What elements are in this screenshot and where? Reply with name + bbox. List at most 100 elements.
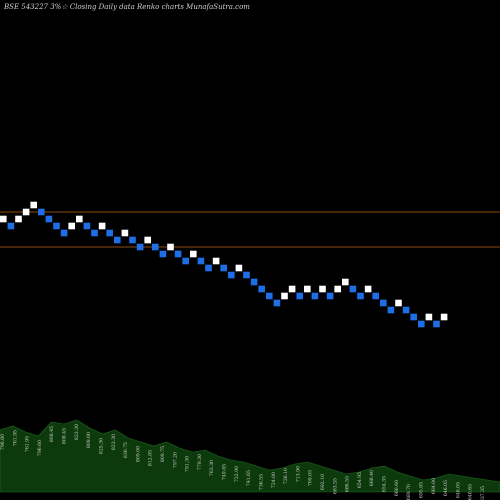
volume-label: 809.00 bbox=[135, 446, 141, 462]
renko-brick-up bbox=[235, 264, 243, 272]
volume-label: 646.05 bbox=[443, 480, 449, 496]
volume-label: 709.05 bbox=[308, 470, 314, 486]
renko-brick-down bbox=[91, 229, 98, 237]
renko-brick-up bbox=[425, 313, 433, 321]
renko-brick-up bbox=[98, 222, 106, 230]
renko-brick-down bbox=[296, 292, 303, 300]
volume-label: 809.00 bbox=[86, 432, 92, 448]
renko-brick-down bbox=[83, 222, 91, 230]
volume-label: 724.00 bbox=[271, 472, 277, 488]
renko-brick-up bbox=[0, 215, 7, 223]
volume-label: 686.55 bbox=[345, 476, 351, 492]
volume-label: 791.30 bbox=[185, 456, 191, 472]
renko-brick-down bbox=[182, 257, 189, 265]
volume-label: 761.95 bbox=[12, 430, 18, 446]
volume-label: 779.30 bbox=[197, 454, 203, 470]
volume-label: 808.45 bbox=[62, 428, 68, 444]
volume-label: 823.30 bbox=[74, 424, 80, 440]
volume-label: 830.75 bbox=[123, 442, 129, 458]
volume-label: 637.35 bbox=[480, 486, 486, 500]
renko-brick-up bbox=[364, 285, 372, 293]
volume-label: 713.90 bbox=[295, 466, 301, 482]
renko-brick-up bbox=[395, 299, 402, 307]
volume-label: 796.80 bbox=[0, 434, 6, 450]
renko-brick-down bbox=[53, 222, 60, 230]
renko-brick-down bbox=[387, 306, 395, 314]
renko-brick-up bbox=[15, 215, 22, 223]
renko-brick-up bbox=[144, 236, 151, 244]
renko-brick-up bbox=[76, 215, 83, 223]
volume-label: 809.75 bbox=[160, 446, 166, 462]
renko-brick-down bbox=[402, 306, 410, 314]
reference-lines bbox=[0, 211, 500, 248]
renko-brick-up bbox=[288, 285, 296, 293]
volume-label: 825.30 bbox=[98, 438, 104, 454]
volume-label: 654.95 bbox=[357, 472, 363, 488]
renko-brick-down bbox=[250, 278, 258, 286]
renko-brick-up bbox=[22, 208, 30, 216]
renko-brick-up bbox=[190, 250, 197, 258]
volume-label: 695.85 bbox=[418, 482, 424, 498]
chart-title: BSE 543227 3%☆ Closing Daily data Renko … bbox=[3, 3, 250, 11]
renko-brick-down bbox=[38, 208, 45, 216]
renko-brick-down bbox=[205, 264, 212, 272]
renko-brick-up bbox=[68, 222, 75, 230]
volume-label: 646.05 bbox=[455, 482, 461, 498]
volume-label: 763.30 bbox=[209, 460, 215, 476]
renko-brick-down bbox=[114, 236, 121, 244]
volume-label: 823.30 bbox=[111, 434, 117, 450]
volume-label: 796.60 bbox=[37, 440, 43, 456]
volume-label: 654.35 bbox=[382, 476, 388, 492]
volume-label: 692.10 bbox=[320, 474, 326, 490]
renko-brick-down bbox=[45, 215, 53, 223]
volume-label: 726.10 bbox=[283, 468, 289, 484]
renko-brick-down bbox=[228, 271, 235, 279]
renko-brick-up bbox=[30, 201, 37, 209]
renko-brick-down bbox=[266, 292, 273, 300]
volume-label: 761.95 bbox=[25, 436, 31, 452]
renko-brick-up bbox=[334, 285, 341, 293]
renko-brick-down bbox=[258, 285, 265, 293]
volume-label: 722.90 bbox=[234, 466, 240, 482]
renko-brick-down bbox=[372, 292, 379, 300]
volume-labels: 796.80 761.95 761.95 796.60 808.45 808.45 823.… bbox=[0, 424, 486, 500]
volume-label: 664.00 bbox=[431, 478, 437, 494]
volume-label: 741.65 bbox=[246, 470, 252, 486]
renko-brick-down bbox=[152, 243, 159, 251]
renko-brick-down bbox=[136, 243, 144, 251]
volume-label: 736.55 bbox=[258, 474, 264, 490]
volume-label: 812.85 bbox=[148, 450, 154, 466]
volume-label: 808.45 bbox=[49, 426, 55, 442]
renko-brick-down bbox=[418, 320, 425, 328]
renko-brick-down bbox=[197, 257, 205, 265]
volume-area bbox=[0, 419, 500, 493]
renko-brick-up bbox=[212, 257, 220, 265]
renko-brick-down bbox=[410, 313, 417, 321]
renko-brick-up bbox=[319, 285, 326, 293]
renko-brick-down bbox=[7, 222, 15, 230]
volume-label: 640.65 bbox=[468, 484, 474, 500]
volume-area-path bbox=[0, 419, 500, 493]
renko-brick-down bbox=[220, 264, 227, 272]
renko-brick-down bbox=[357, 292, 364, 300]
renko-brick-up bbox=[121, 229, 129, 237]
renko-brick-down bbox=[380, 299, 387, 307]
volume-label: 749.85 bbox=[222, 464, 228, 480]
renko-brick-down bbox=[129, 236, 136, 244]
volume-label: 660.60 bbox=[394, 480, 400, 496]
volume-label: 689.70 bbox=[406, 484, 412, 500]
renko-brick-up bbox=[342, 278, 349, 286]
renko-brick-up bbox=[440, 313, 448, 321]
renko-brick-down bbox=[349, 285, 357, 293]
renko-brick-down bbox=[106, 229, 113, 237]
volume-label: 683.55 bbox=[332, 478, 338, 494]
renko-brick-down bbox=[60, 229, 68, 237]
renko-brick-up bbox=[281, 292, 288, 300]
renko-brick-down bbox=[311, 292, 319, 300]
renko-brick-down bbox=[174, 250, 182, 258]
renko-brick-up bbox=[304, 285, 311, 293]
renko-bricks bbox=[0, 201, 448, 328]
renko-brick-down bbox=[326, 292, 334, 300]
volume-label: 668.40 bbox=[369, 470, 375, 486]
